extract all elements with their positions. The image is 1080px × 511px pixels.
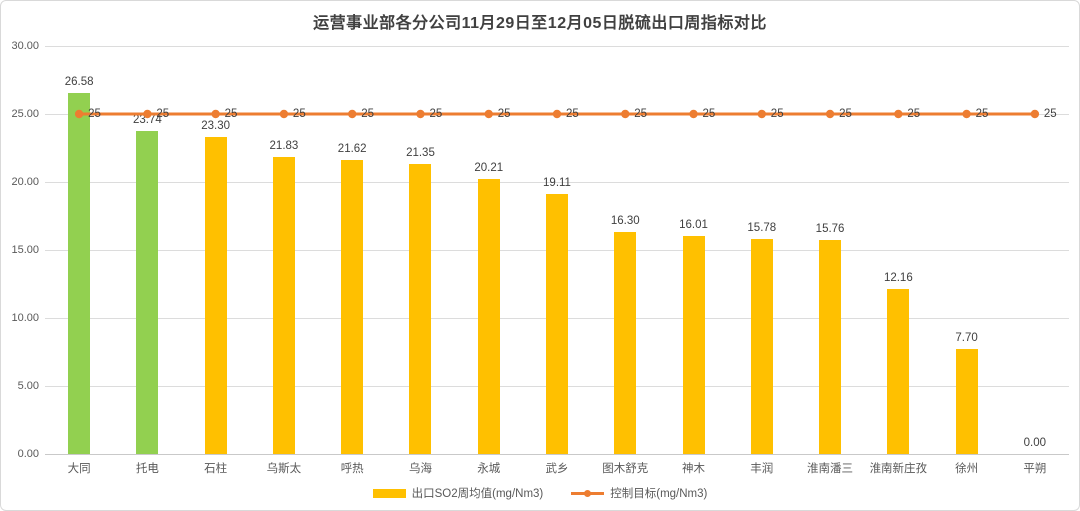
y-axis-tick-label: 5.00 bbox=[17, 380, 39, 392]
bar bbox=[887, 288, 910, 454]
bar-value-label: 12.16 bbox=[883, 271, 913, 284]
bar bbox=[136, 131, 159, 454]
x-axis-label: 乌斯太 bbox=[266, 463, 302, 475]
y-axis-tick-label: 15.00 bbox=[11, 244, 39, 256]
line-marker-icon bbox=[584, 489, 592, 497]
x-axis-label: 乌海 bbox=[408, 463, 432, 475]
bar bbox=[546, 194, 568, 454]
bar-value-label: 19.11 bbox=[543, 177, 571, 190]
bar-value-label: 7.70 bbox=[955, 332, 978, 345]
y-axis-tick-label: 20.00 bbox=[11, 176, 39, 188]
bar bbox=[204, 137, 227, 454]
x-axis-label: 丰润 bbox=[750, 463, 774, 475]
x-axis-label: 永城 bbox=[477, 463, 501, 475]
line-marker-icon bbox=[74, 109, 84, 119]
bar-value-label: 21.62 bbox=[337, 142, 367, 155]
line-marker-icon bbox=[962, 109, 971, 119]
bar bbox=[477, 179, 500, 454]
line-value-label: 25 bbox=[566, 108, 579, 120]
line-value-label: 25 bbox=[770, 108, 784, 120]
line-series-swatch-icon bbox=[571, 489, 605, 497]
line-value-label: 25 bbox=[975, 108, 989, 120]
y-axis-tick-label: 10.00 bbox=[11, 312, 39, 324]
bar-value-label: 26.58 bbox=[64, 75, 94, 88]
legend-label-line-series: 控制目标(mg/Nm3) bbox=[610, 488, 708, 500]
bar bbox=[614, 232, 637, 454]
x-axis-label: 徐州 bbox=[955, 463, 979, 475]
line-marker-icon bbox=[484, 109, 493, 119]
bar bbox=[68, 92, 91, 454]
y-axis-tick-label: 0.00 bbox=[17, 448, 39, 460]
y-axis-tick-label: 25.00 bbox=[11, 108, 39, 120]
line-marker-icon bbox=[279, 109, 289, 119]
bar-series-swatch-icon bbox=[372, 488, 406, 498]
legend: 出口SO2周均值(mg/Nm3) 控制目标(mg/Nm3) bbox=[1, 485, 1079, 501]
bar-value-label: 23.74 bbox=[133, 114, 162, 127]
line-marker-icon bbox=[621, 109, 630, 119]
bar-value-label: 16.01 bbox=[679, 219, 708, 232]
line-marker-icon bbox=[825, 109, 835, 119]
line-value-label: 25 bbox=[292, 108, 306, 120]
line-value-label: 25 bbox=[224, 108, 238, 120]
line-value-label: 25 bbox=[634, 108, 648, 120]
bar bbox=[682, 236, 705, 454]
chart-title: 运营事业部各分公司11月29日至12月05日脱硫出口周指标对比 bbox=[313, 15, 767, 32]
line-value-label: 25 bbox=[497, 108, 511, 120]
bar bbox=[955, 349, 978, 454]
x-axis-label: 托电 bbox=[135, 463, 159, 475]
bar-value-label: 20.21 bbox=[474, 162, 504, 175]
bar-value-label: 16.30 bbox=[610, 215, 640, 228]
bar-value-label: 15.78 bbox=[747, 222, 777, 235]
legend-item-target-line: 控制目标(mg/Nm3) bbox=[571, 485, 707, 501]
line-marker-icon bbox=[211, 109, 220, 119]
legend-label-bar-series: 出口SO2周均值(mg/Nm3) bbox=[411, 488, 544, 500]
bar-value-label: 15.76 bbox=[815, 222, 845, 235]
bar-value-label: 23.30 bbox=[201, 120, 231, 133]
bar bbox=[341, 159, 364, 454]
y-axis-tick-label: 30.00 bbox=[11, 40, 39, 52]
line-value-label: 25 bbox=[429, 108, 443, 120]
x-axis-label: 神木 bbox=[682, 463, 706, 475]
line-value-label: 25 bbox=[1043, 108, 1057, 120]
bar-value-label: 0.00 bbox=[1023, 437, 1047, 449]
x-axis-label: 平朔 bbox=[1023, 463, 1047, 475]
x-axis-label: 淮南新庄孜 bbox=[869, 463, 928, 475]
bar bbox=[819, 239, 842, 454]
line-value-label: 25 bbox=[702, 108, 716, 120]
x-axis-label: 图木舒克 bbox=[602, 463, 649, 475]
bar bbox=[272, 157, 295, 454]
line-value-label: 25 bbox=[88, 108, 101, 120]
bar-value-label: 21.83 bbox=[269, 140, 299, 153]
line-marker-icon bbox=[757, 109, 766, 119]
y-gridline bbox=[45, 454, 1069, 455]
bar bbox=[750, 239, 773, 454]
line-marker-icon bbox=[143, 109, 152, 119]
x-axis-label: 大同 bbox=[67, 463, 91, 475]
line-value-label: 25 bbox=[156, 108, 170, 120]
line-marker-icon bbox=[689, 109, 698, 119]
legend-item-so2-bar: 出口SO2周均值(mg/Nm3) bbox=[372, 485, 544, 501]
y-gridline bbox=[45, 46, 1069, 47]
line-value-label: 25 bbox=[839, 108, 852, 120]
x-axis-label: 石柱 bbox=[204, 463, 228, 475]
line-value-label: 25 bbox=[907, 108, 921, 120]
line-marker-icon bbox=[348, 109, 357, 119]
line-marker-icon bbox=[894, 109, 903, 119]
bar bbox=[409, 163, 432, 454]
line-marker-icon bbox=[416, 109, 425, 119]
x-axis-label: 呼热 bbox=[340, 463, 364, 475]
y-gridline bbox=[45, 182, 1069, 183]
bar-value-label: 21.35 bbox=[406, 146, 435, 159]
line-marker-icon bbox=[552, 109, 562, 119]
line-value-label: 25 bbox=[361, 108, 374, 120]
line-marker-icon bbox=[1030, 109, 1040, 119]
x-axis-label: 淮南潘三 bbox=[807, 463, 854, 475]
x-axis-label: 武乡 bbox=[545, 463, 569, 475]
